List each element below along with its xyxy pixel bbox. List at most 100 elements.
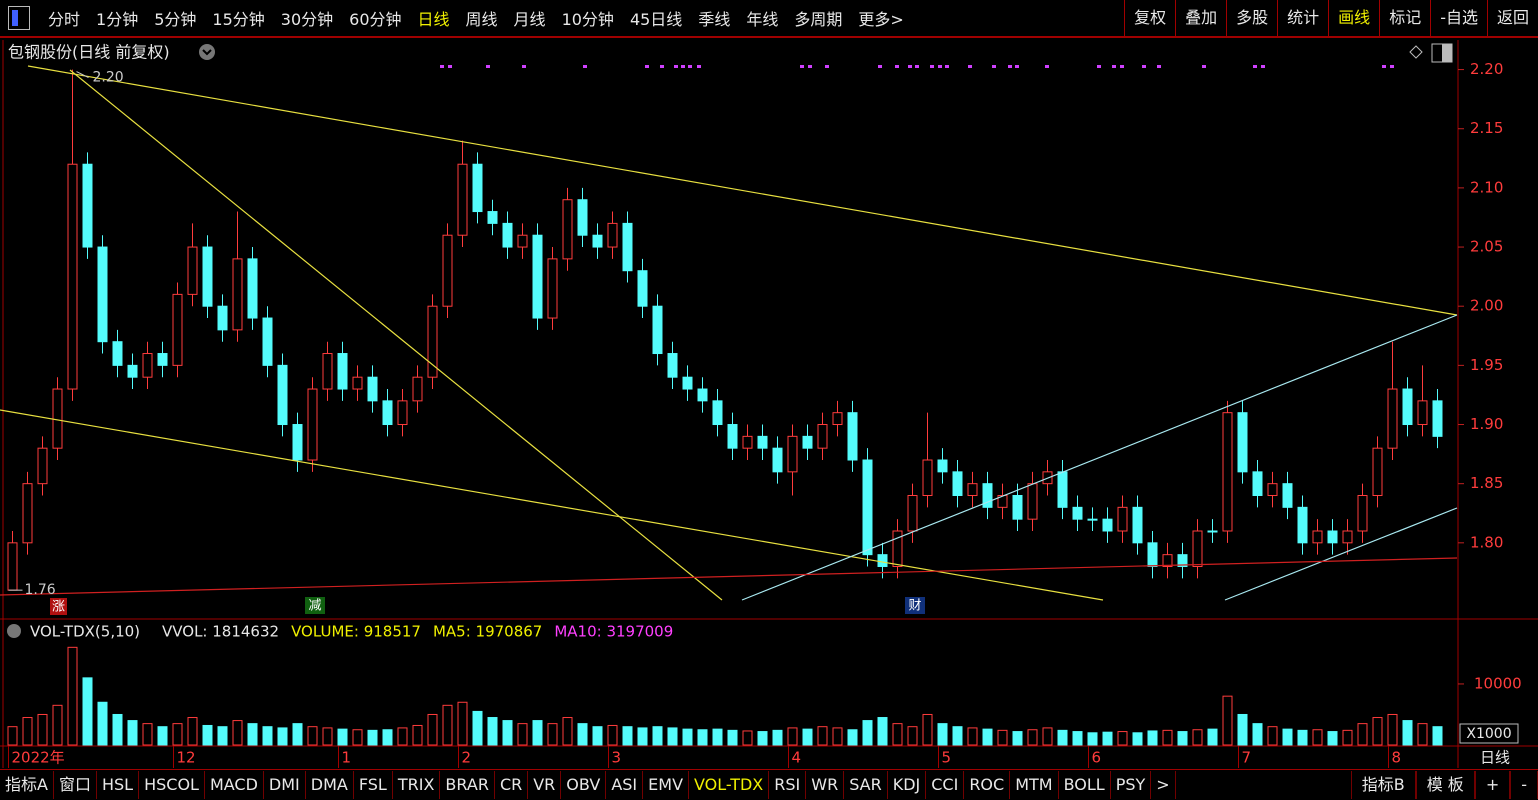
trend-line[interactable]: [27, 65, 1458, 316]
volume-bar: [1372, 717, 1383, 746]
trend-line[interactable]: [1224, 507, 1458, 601]
indicator-tab[interactable]: +: [1474, 771, 1511, 799]
volume-bar: [817, 726, 828, 746]
volume-bar: [922, 713, 933, 746]
candle-body: [697, 388, 708, 402]
candle-body: [442, 234, 453, 307]
indicator-tab[interactable]: 指标A: [0, 771, 54, 799]
tool-button[interactable]: 统计: [1277, 0, 1328, 37]
indicator-tab[interactable]: PSY: [1111, 771, 1152, 799]
indicator-tab[interactable]: KDJ: [888, 771, 927, 799]
volume-bar: [1432, 726, 1443, 746]
volume-bar: [427, 713, 438, 746]
candle-body: [292, 424, 303, 461]
tool-button[interactable]: 标记: [1379, 0, 1430, 37]
tool-button[interactable]: 画线: [1328, 0, 1379, 37]
indicator-tab[interactable]: ROC: [964, 771, 1011, 799]
period-tab[interactable]: 多周期: [794, 10, 843, 29]
indicator-tab[interactable]: BRAR: [440, 771, 495, 799]
period-tab[interactable]: 45日线: [629, 10, 683, 29]
volume-bar: [967, 727, 978, 746]
trend-line[interactable]: [741, 314, 1458, 601]
candle-body: [517, 234, 528, 248]
candle-body: [217, 305, 228, 331]
trend-line[interactable]: [0, 557, 1458, 596]
period-tab[interactable]: 分时: [48, 10, 81, 29]
candle-body: [622, 222, 633, 272]
volume-bar: [892, 723, 903, 746]
volume-bar: [1252, 723, 1263, 746]
indicator-tab[interactable]: WR: [806, 771, 845, 799]
candle-body: [607, 222, 618, 248]
period-tab[interactable]: 周线: [465, 10, 498, 29]
indicator-tab[interactable]: HSL: [97, 771, 140, 799]
indicator-tab[interactable]: 窗口: [54, 771, 97, 799]
tool-button[interactable]: 叠加: [1175, 0, 1226, 37]
period-tab[interactable]: 日线: [417, 10, 450, 29]
event-badge[interactable]: [305, 597, 325, 614]
volume-bar: [1327, 731, 1338, 746]
indicator-tab[interactable]: -: [1510, 771, 1538, 799]
indicator-tab[interactable]: ASI: [606, 771, 644, 799]
candle-body: [427, 305, 438, 378]
trend-line[interactable]: [0, 409, 1104, 601]
period-tab[interactable]: 1分钟: [96, 10, 139, 29]
tool-button[interactable]: 返回: [1486, 0, 1538, 37]
candle-body: [262, 317, 273, 366]
indicator-tab[interactable]: MACD: [205, 771, 264, 799]
volume-bar: [847, 729, 858, 746]
diamond-icon[interactable]: [1409, 45, 1423, 59]
period-tab[interactable]: 月线: [513, 10, 546, 29]
indicator-tab[interactable]: TRIX: [393, 771, 441, 799]
period-tab[interactable]: 10分钟: [561, 10, 614, 29]
period-tab[interactable]: 60分钟: [349, 10, 402, 29]
volume-bar: [907, 726, 918, 746]
indicator-tab[interactable]: VR: [528, 771, 562, 799]
period-tab[interactable]: 年线: [746, 10, 779, 29]
candle-body: [22, 483, 33, 544]
candle-body: [7, 542, 18, 591]
trend-line[interactable]: [69, 69, 723, 601]
tool-button[interactable]: 多股: [1226, 0, 1277, 37]
app-icon[interactable]: [8, 6, 30, 30]
indicator-tab[interactable]: RSI: [769, 771, 807, 799]
period-tab[interactable]: 5分钟: [154, 10, 197, 29]
indicator-tab[interactable]: HSCOL: [139, 771, 205, 799]
indicator-tab[interactable]: CCI: [926, 771, 965, 799]
candle-body: [1102, 518, 1113, 532]
period-tab[interactable]: 15分钟: [212, 10, 265, 29]
event-badge[interactable]: [50, 598, 67, 615]
volume-bar: [277, 727, 288, 746]
candle-body: [1372, 447, 1383, 497]
volume-bar: [772, 729, 783, 746]
indicator-tab[interactable]: VOL-TDX: [689, 771, 770, 799]
indicator-tab[interactable]: EMV: [643, 771, 690, 799]
period-tab[interactable]: 30分钟: [280, 10, 334, 29]
period-tab[interactable]: 更多>: [858, 10, 904, 29]
y-tick-label: 2.20: [1470, 60, 1503, 78]
volume-bar: [292, 723, 303, 746]
indicator-tab[interactable]: BOLL: [1059, 771, 1111, 799]
indicator-tab[interactable]: FSL: [354, 771, 393, 799]
indicator-tab[interactable]: 指标B: [1350, 771, 1416, 799]
indicator-tab[interactable]: DMA: [306, 771, 354, 799]
indicator-tab[interactable]: CR: [495, 771, 529, 799]
indicator-dropdown[interactable]: [7, 624, 21, 638]
tool-button[interactable]: -自选: [1430, 0, 1487, 37]
volume-bar: [7, 726, 18, 746]
candle-body: [1192, 530, 1203, 567]
volume-bar: [82, 677, 93, 746]
indicator-tab[interactable]: SAR: [844, 771, 888, 799]
indicator-tab[interactable]: MTM: [1010, 771, 1059, 799]
y-tick-label: 1.90: [1470, 415, 1503, 433]
indicator-tab[interactable]: >: [1151, 771, 1176, 799]
event-badge[interactable]: [905, 597, 925, 614]
candle-body: [1207, 530, 1218, 533]
title-dropdown[interactable]: [199, 44, 215, 60]
indicator-tab[interactable]: OBV: [561, 771, 607, 799]
indicator-tab[interactable]: 模 板: [1415, 771, 1475, 799]
tool-button[interactable]: 复权: [1124, 0, 1175, 37]
candle-body: [172, 293, 183, 366]
indicator-tab[interactable]: DMI: [264, 771, 306, 799]
period-tab[interactable]: 季线: [698, 10, 731, 29]
